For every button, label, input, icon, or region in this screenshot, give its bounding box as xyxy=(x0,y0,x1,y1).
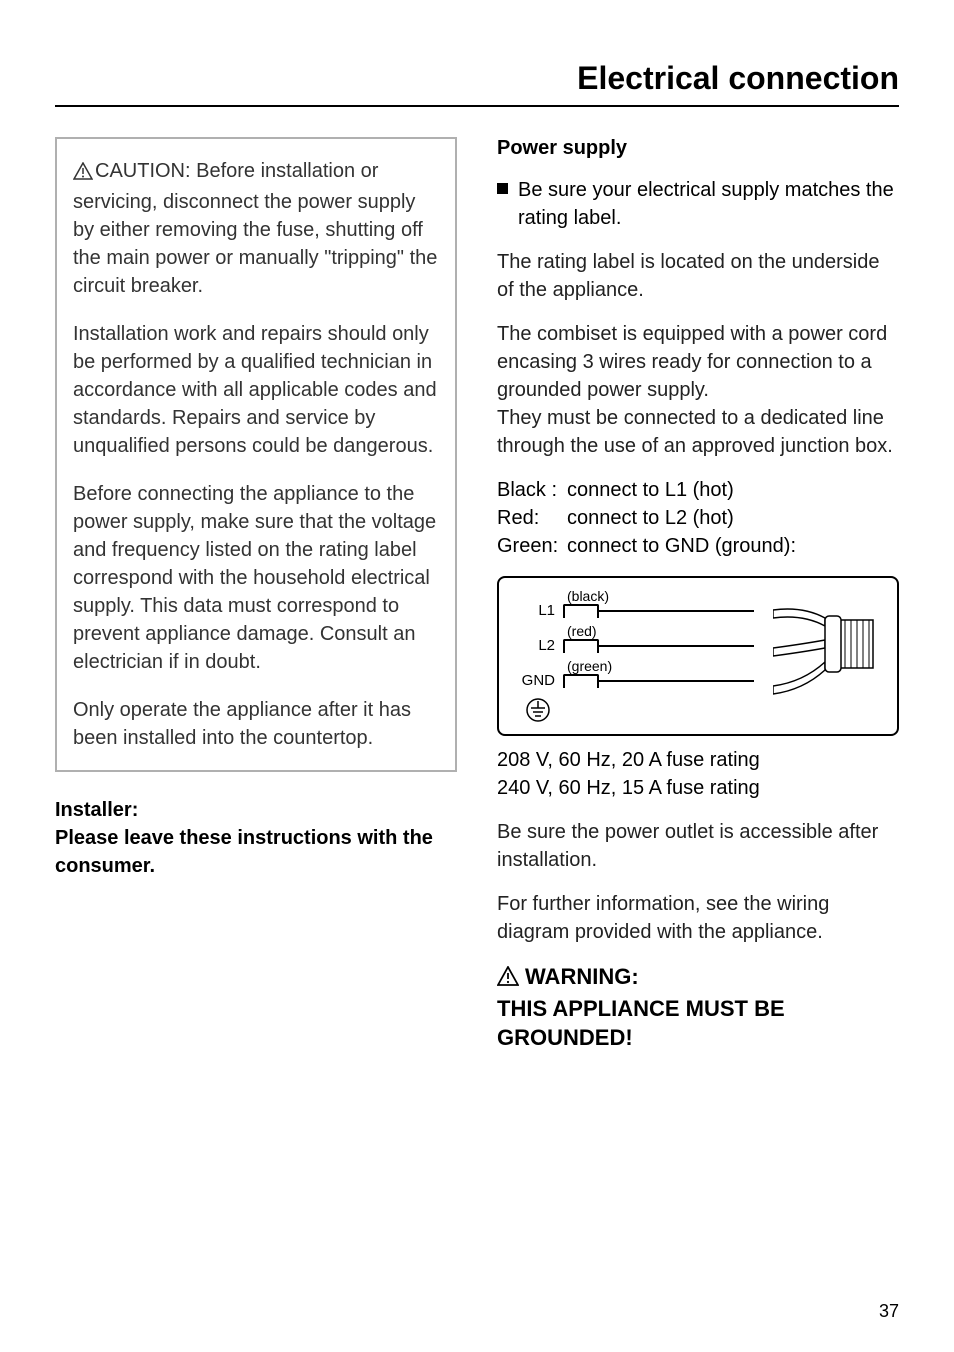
bullet-item-1: Be sure your electrical supply matches t… xyxy=(497,176,899,232)
wire-label-red: Red: xyxy=(497,504,567,532)
wire-row-red: Red: connect to L2 (hot) xyxy=(497,504,899,532)
l1-wire-line xyxy=(599,610,754,612)
l2-wire-line xyxy=(599,645,754,647)
wire-label-black: Black : xyxy=(497,476,567,504)
fuse-ratings: 208 V, 60 Hz, 20 A fuse rating 240 V, 60… xyxy=(497,746,899,802)
gnd-wire-line xyxy=(599,680,754,682)
installer-line2: Please leave these instructions with the… xyxy=(55,824,457,880)
fuse-rating-2: 240 V, 60 Hz, 15 A fuse rating xyxy=(497,774,899,802)
warning-line1: WARNING: xyxy=(497,962,899,994)
page-title: Electrical connection xyxy=(55,60,899,107)
para-dedicated: They must be connected to a dedicated li… xyxy=(497,404,899,460)
page-number: 37 xyxy=(879,1301,899,1322)
para-combiset: The combiset is equipped with a power co… xyxy=(497,320,899,404)
installer-line1: Installer: xyxy=(55,796,457,824)
wire-connection-list: Black : connect to L1 (hot) Red: connect… xyxy=(497,476,899,560)
warning-line2: THIS APPLIANCE MUST BE GROUNDED! xyxy=(497,994,899,1053)
caution-text-1: CAUTION: Before installation or servicin… xyxy=(73,160,437,297)
gnd-terminal-icon xyxy=(563,674,599,688)
caution-para-1: CAUTION: Before installation or servicin… xyxy=(73,157,439,300)
caution-para-3: Before connecting the appliance to the p… xyxy=(73,480,439,676)
fuse-rating-1: 208 V, 60 Hz, 20 A fuse rating xyxy=(497,746,899,774)
cable-end-icon xyxy=(773,598,883,713)
para-rating-label: The rating label is located on the under… xyxy=(497,248,899,304)
l2-color: (red) xyxy=(567,623,597,639)
wire-row-green: Green: connect to GND (ground): xyxy=(497,532,899,560)
wire-text-black: connect to L1 (hot) xyxy=(567,476,734,504)
warning-text-1: WARNING: xyxy=(525,964,639,989)
para-further-info: For further information, see the wiring … xyxy=(497,890,899,946)
gnd-color: (green) xyxy=(567,658,612,674)
l1-color: (black) xyxy=(567,588,609,604)
wire-row-black: Black : connect to L1 (hot) xyxy=(497,476,899,504)
l1-label: L1 xyxy=(513,602,555,619)
left-column: CAUTION: Before installation or servicin… xyxy=(55,137,457,1053)
caution-para-4: Only operate the appliance after it has … xyxy=(73,696,439,752)
l2-label: L2 xyxy=(513,637,555,654)
caution-triangle-icon xyxy=(73,160,93,188)
l1-terminal-icon xyxy=(563,604,599,618)
gnd-label: GND xyxy=(513,672,555,689)
bullet-text-1: Be sure your electrical supply matches t… xyxy=(518,176,899,232)
warning-triangle-icon xyxy=(497,964,519,994)
installer-note: Installer: Please leave these instructio… xyxy=(55,796,457,880)
caution-box: CAUTION: Before installation or servicin… xyxy=(55,137,457,772)
warning-block: WARNING: THIS APPLIANCE MUST BE GROUNDED… xyxy=(497,962,899,1053)
wire-label-green: Green: xyxy=(497,532,567,560)
wire-text-green: connect to GND (ground): xyxy=(567,532,796,560)
wire-text-red: connect to L2 (hot) xyxy=(567,504,734,532)
bullet-square-icon xyxy=(497,183,508,194)
right-column: Power supply Be sure your electrical sup… xyxy=(497,137,899,1053)
power-supply-heading: Power supply xyxy=(497,137,899,160)
content-columns: CAUTION: Before installation or servicin… xyxy=(55,137,899,1053)
para-outlet: Be sure the power outlet is accessible a… xyxy=(497,818,899,874)
caution-para-2: Installation work and repairs should onl… xyxy=(73,320,439,460)
l2-terminal-icon xyxy=(563,639,599,653)
wiring-diagram: L1 (black) L2 (red) GND (green) xyxy=(497,576,899,736)
